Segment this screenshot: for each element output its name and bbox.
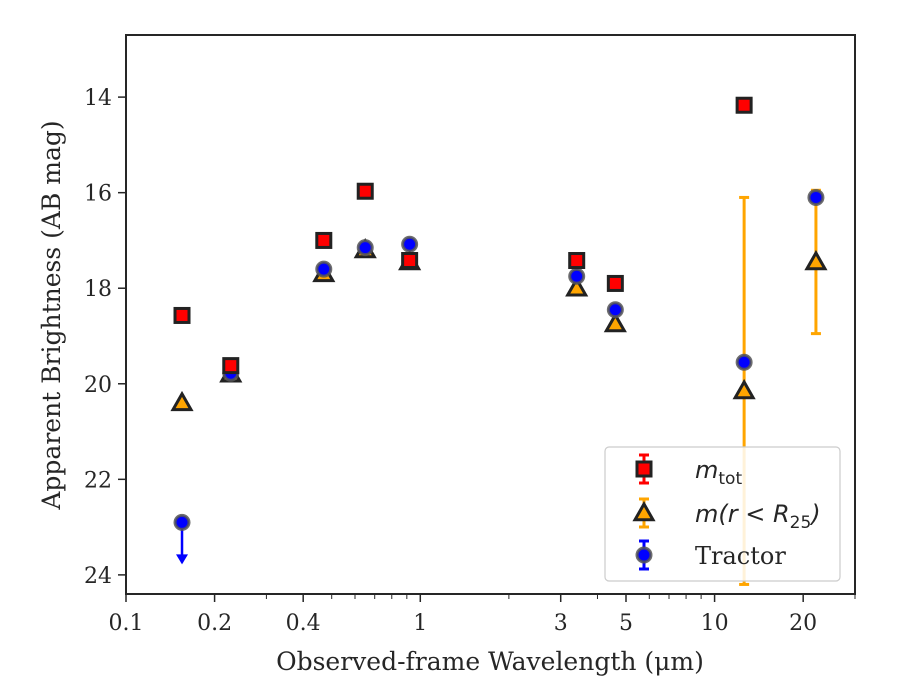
data-point: [807, 188, 825, 206]
x-tick-label: 3: [554, 611, 568, 636]
data-point: [401, 252, 419, 270]
x-tick-label: 1: [413, 611, 427, 636]
data-point: [315, 231, 333, 249]
data-point: [568, 267, 586, 285]
legend: mtot m(r < R25) Tractor: [604, 446, 841, 582]
data-point: [732, 378, 756, 400]
data-point: [735, 353, 753, 371]
data-point: [170, 390, 194, 412]
data-point: [606, 274, 624, 292]
legend-label: m(r < R25): [695, 500, 821, 533]
y-tick-label: 20: [84, 373, 112, 398]
data-point: [356, 182, 374, 200]
upper-limit-arrowhead: [176, 554, 189, 565]
x-tick-label: 5: [619, 611, 633, 636]
y-tick-label: 16: [84, 182, 112, 207]
data-point: [173, 306, 191, 324]
x-tick-label: 0.1: [109, 611, 144, 636]
y-tick-label: 14: [84, 86, 112, 111]
legend-marker: [635, 460, 653, 478]
data-point: [603, 312, 627, 333]
x-tick-label: 0.4: [286, 611, 321, 636]
x-tick-label: 0.2: [197, 611, 232, 636]
y-axis-label: Apparent Brightness (AB mag): [37, 120, 66, 510]
y-tick-label: 24: [84, 564, 112, 589]
y-tick-label: 22: [84, 468, 112, 493]
legend-marker: [635, 546, 653, 564]
data-point: [565, 276, 589, 297]
legend-frame: [604, 446, 841, 582]
data-point: [606, 301, 624, 319]
legend-marker: [632, 500, 656, 522]
axes: 0.1 0.2 0.4 1 3 5 10 20 14 16 18 20 22 24: [84, 34, 856, 636]
data-point: [568, 252, 586, 270]
legend-label: Tractor: [695, 542, 786, 570]
plot-frame: [125, 34, 856, 595]
data-point: [735, 96, 753, 114]
data-point: [222, 357, 240, 375]
legend-label: mtot: [695, 456, 742, 489]
data-point: [804, 249, 828, 271]
x-tick-label: 20: [789, 611, 817, 636]
y-tick-label: 18: [84, 277, 112, 302]
plot-marks: [170, 96, 828, 586]
x-tick-label: 10: [701, 611, 729, 636]
data-point: [401, 235, 419, 253]
x-axis-label: Observed-frame Wavelength (μm): [276, 647, 704, 676]
data-point: [356, 239, 374, 257]
data-point: [173, 513, 191, 531]
data-point: [315, 260, 333, 278]
